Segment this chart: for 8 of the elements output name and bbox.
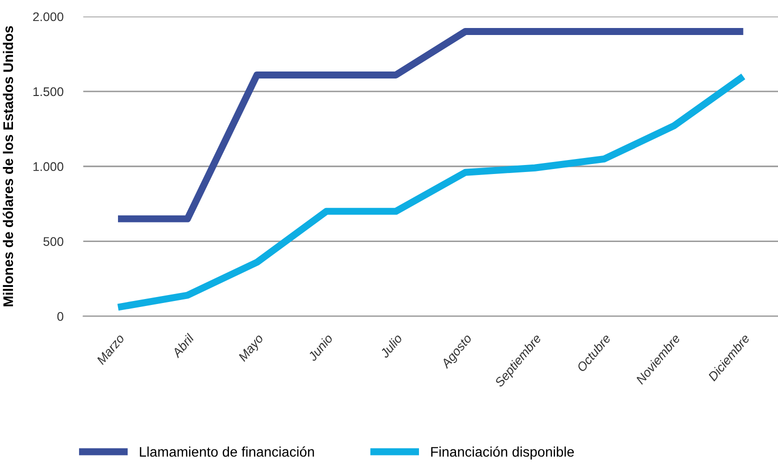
legend-label: Llamamiento de financiación — [140, 446, 314, 457]
y-tick-label: 0 — [57, 312, 64, 321]
y-tick-label: 1.000 — [33, 162, 64, 172]
legend-label: Financiación disponible — [431, 446, 574, 460]
y-tick-label: 2.000 — [33, 12, 64, 22]
y-axis-title: Millones de dólares de los Estados Unidos — [2, 26, 14, 306]
y-tick-label: 500 — [43, 237, 64, 246]
y-tick-label: 1.500 — [33, 87, 64, 96]
